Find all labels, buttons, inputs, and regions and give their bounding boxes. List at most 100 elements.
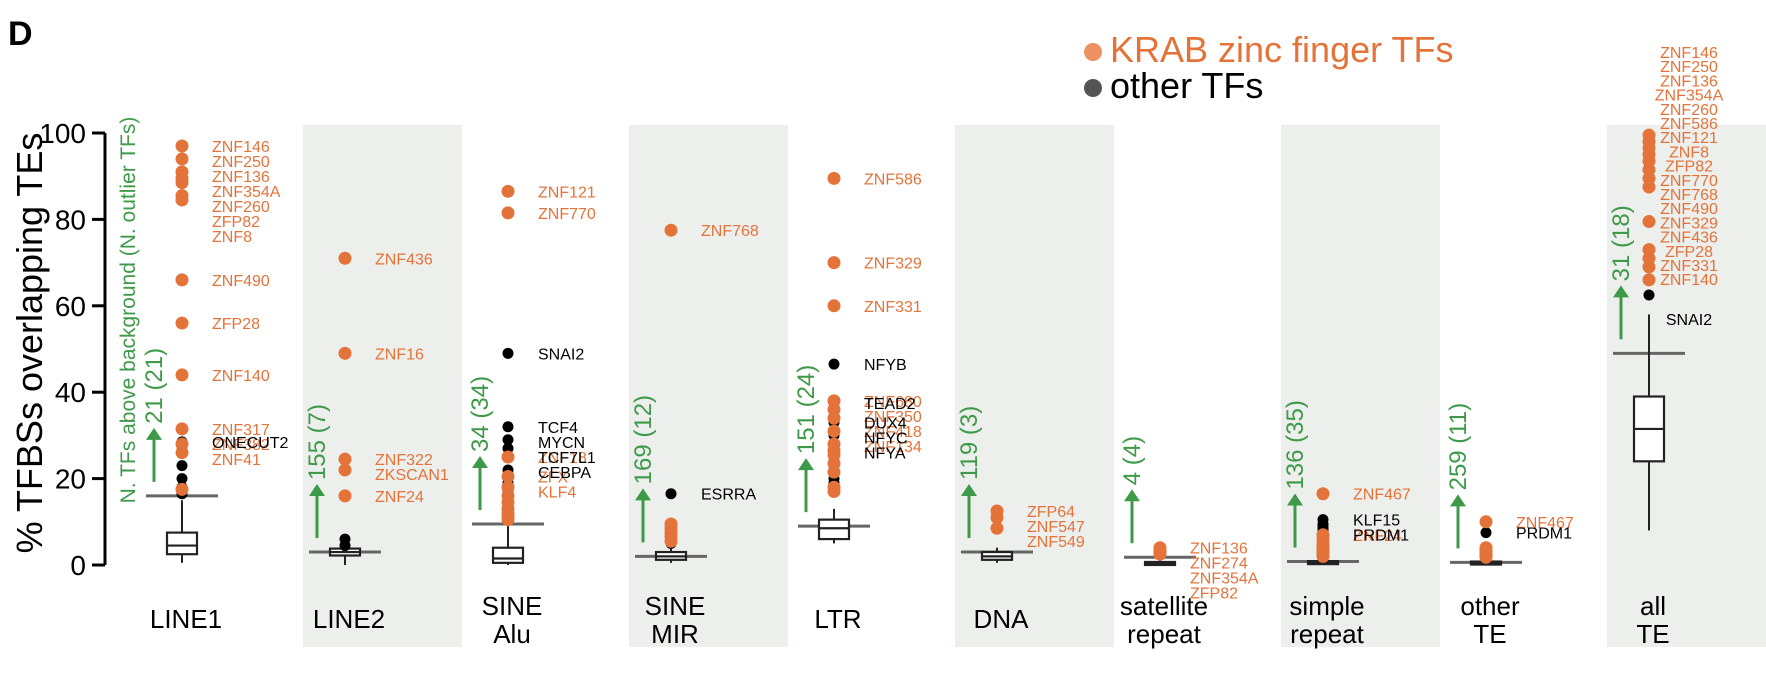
y-tick-label: 20 (55, 464, 86, 495)
count-arrow-head (472, 455, 488, 468)
y-tick-label: 80 (55, 204, 86, 235)
krab-tf-label: ZNF146 (212, 139, 270, 156)
krab-tf-label: ZFX (538, 469, 569, 486)
krab-tf-label: ZNF136 (1660, 73, 1718, 90)
krab-tf-point (1642, 215, 1656, 229)
krab-tf-point (338, 452, 352, 466)
krab-tf-point (1642, 180, 1656, 194)
krab-tf-label: ZNF16 (375, 346, 424, 363)
legend-krab-label: KRAB zinc finger TFs (1110, 29, 1453, 70)
legend-other-label: other TFs (1110, 65, 1263, 106)
column-shading-layer (303, 125, 1766, 647)
box (165, 531, 199, 556)
krab-tf-point (175, 139, 189, 153)
krab-tf-point (501, 184, 515, 198)
other-tf-point (502, 442, 514, 454)
y-tick-label: 40 (55, 377, 86, 408)
krab-tf-point (990, 521, 1004, 535)
krab-tf-label: ZFP28 (212, 316, 260, 333)
krab-tf-label: ZFP28 (1665, 244, 1713, 261)
count-label: 21 (21) (141, 348, 168, 424)
krab-tf-point (175, 446, 189, 460)
other-tf-label: NFYC (864, 430, 908, 447)
krab-tf-label: ZKSCAN1 (375, 467, 449, 484)
krab-tf-label: ZNF250 (212, 154, 270, 171)
legend-krab-marker (1084, 43, 1102, 61)
column-shade (1607, 125, 1766, 647)
krab-tf-label: ZNF768 (1660, 187, 1718, 204)
krab-tf-point (1642, 260, 1656, 274)
krab-tf-point (827, 171, 841, 185)
other-tf-point (502, 347, 514, 359)
category-label: TE (1636, 619, 1669, 649)
krab-tf-label: ZNF350 (864, 409, 922, 426)
krab-tf-label: ZNF8 (1669, 144, 1709, 161)
other-tf-label: NFYB (864, 357, 907, 374)
krab-tf-label: ZNF260 (1660, 102, 1718, 119)
category-label: TE (1473, 619, 1506, 649)
krab-tf-point (664, 534, 678, 548)
other-tf-label: PRDM1 (1516, 526, 1572, 543)
other-tf-point (502, 421, 514, 433)
column-ltr: LTR 151 (24) ZNF586 ZNF329 ZNF331 ZNF680ZNF35… (793, 171, 922, 634)
krab-tf-label: ZNF467 (1353, 487, 1411, 504)
count-label: 136 (35) (1282, 400, 1309, 489)
krab-tf-label: ZNF322 (375, 452, 433, 469)
other-tf-label: ESRRA (701, 487, 756, 504)
count-label: 119 (3) (956, 406, 983, 480)
legend-other-marker (1084, 79, 1102, 97)
krab-tf-label: ZNF586 (1660, 116, 1718, 133)
krab-tf-point (175, 368, 189, 382)
krab-tf-label: ZNF768 (701, 223, 759, 240)
category-label: other (1460, 591, 1520, 621)
count-label: 169 (12) (630, 395, 657, 484)
other-tf-label: KLF15 (1353, 513, 1400, 530)
other-tf-label: PRDM1 (1353, 528, 1409, 545)
krab-tf-label: ZFP82 (1665, 159, 1713, 176)
krab-tf-point (827, 299, 841, 313)
other-tf-label: TCF7L1 (538, 450, 596, 467)
category-label: all (1640, 591, 1666, 621)
count-label: 31 (18) (1608, 205, 1635, 281)
krab-tf-label: ZNF547 (1027, 519, 1085, 536)
other-tf-point (176, 460, 188, 472)
other-tf-label: DUX4 (864, 415, 907, 432)
krab-tf-point (338, 489, 352, 503)
krab-tf-label: ZNF146 (1660, 45, 1718, 62)
krab-tf-point (1479, 550, 1493, 564)
krab-tf-label: KLF4 (538, 484, 576, 501)
count-arrow-head (798, 458, 814, 471)
krab-tf-label: ZNF770 (1660, 173, 1718, 190)
krab-tf-label: ZNF382 (212, 437, 270, 454)
column-shade (303, 125, 462, 647)
krab-tf-label: ZNF331 (864, 299, 922, 316)
krab-tf-point (501, 450, 515, 464)
krab-tf-label: ZNF436 (375, 251, 433, 268)
count-arrow-head (961, 484, 977, 497)
category-label: simple (1289, 591, 1364, 621)
krab-tf-label: ZNF24 (375, 489, 424, 506)
krab-tf-label: ZNF121 (538, 184, 596, 201)
other-tf-point (1643, 289, 1655, 301)
krab-tf-point (175, 152, 189, 166)
krab-tf-label: ZNF260 (212, 199, 270, 216)
krab-tf-label: ZNF274 (1190, 556, 1248, 573)
annotation-title: N. TFs above background (N. outlier TFs) (117, 117, 140, 504)
krab-tf-point (1153, 547, 1167, 561)
krab-tf-point (827, 411, 841, 425)
box (491, 546, 525, 564)
krab-tf-label: ZNF490 (212, 273, 270, 290)
other-tf-label: TCF4 (538, 420, 578, 437)
krab-tf-label: ZNF354A (212, 184, 281, 201)
y-tick-label: 60 (55, 291, 86, 322)
other-tf-label: SNAI2 (538, 346, 584, 363)
other-tf-label: MYCN (538, 435, 585, 452)
legend: KRAB zinc finger TFs other TFs (1084, 29, 1453, 106)
